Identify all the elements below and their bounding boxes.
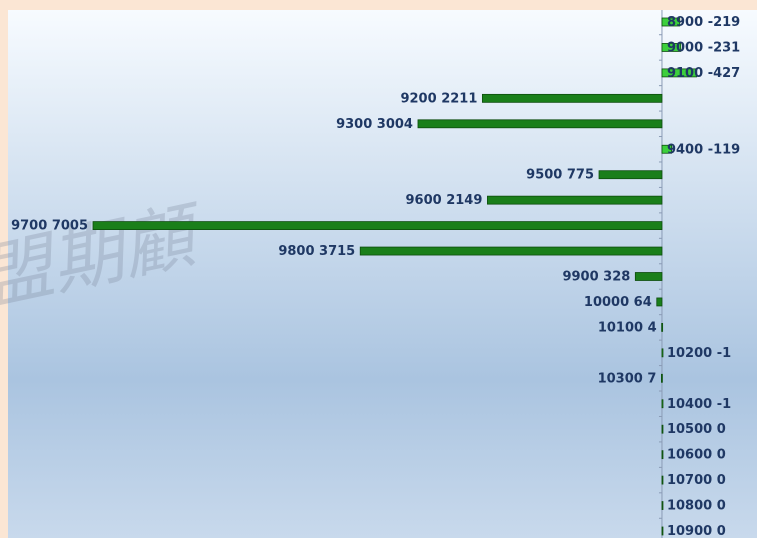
bar (656, 297, 663, 307)
label-category: 8900 (667, 15, 703, 30)
bar (634, 272, 663, 281)
label-value: 0 (717, 473, 726, 488)
bar (661, 475, 664, 485)
label-value: 7005 (52, 218, 88, 233)
bar (661, 68, 698, 78)
label-category: 10400 (667, 396, 712, 411)
label-category: 9800 (278, 244, 314, 259)
label-value: 328 (603, 269, 630, 284)
bar (359, 246, 663, 256)
bar (661, 526, 664, 536)
data-label: 9000 -231 (667, 40, 740, 55)
data-label: 9800 3715 (278, 244, 355, 259)
bar (661, 144, 673, 154)
label-value: -427 (708, 65, 741, 80)
label-value: -1 (717, 345, 731, 360)
label-category: 10600 (667, 447, 712, 462)
label-value: 0 (717, 422, 726, 437)
label-value: 7 (647, 371, 656, 386)
bar (661, 501, 664, 510)
data-label: 10400 -1 (667, 396, 731, 411)
data-label: 9300 3004 (336, 116, 413, 131)
label-value: 2149 (446, 193, 482, 208)
data-label: 9200 2211 (400, 91, 477, 106)
data-label: 10000 64 (584, 294, 652, 309)
bar (661, 399, 664, 409)
data-label: 9700 7005 (11, 218, 88, 233)
label-category: 10900 (667, 524, 712, 538)
label-category: 10700 (667, 473, 712, 488)
label-category: 10000 (584, 294, 629, 309)
bar (417, 119, 663, 129)
label-value: 3715 (319, 244, 355, 259)
label-category: 9000 (667, 40, 703, 55)
data-label: 10100 4 (598, 320, 657, 335)
label-value: 0 (717, 447, 726, 462)
label-value: 4 (648, 320, 657, 335)
data-label: 8900 -219 (667, 15, 740, 30)
bar (661, 17, 681, 27)
data-label: 10700 0 (667, 473, 726, 488)
data-label: 10900 0 (667, 524, 726, 538)
label-category: 9600 (406, 193, 442, 208)
bar (661, 450, 664, 460)
bar (661, 424, 664, 434)
data-label: 9600 2149 (406, 193, 483, 208)
data-label: 10200 -1 (667, 345, 731, 360)
label-category: 10300 (598, 371, 643, 386)
label-value: -219 (708, 15, 741, 30)
data-label: 10600 0 (667, 447, 726, 462)
label-value: -231 (708, 40, 741, 55)
label-category: 9200 (400, 91, 436, 106)
label-category: 9400 (667, 142, 703, 157)
data-label: 9400 -119 (667, 142, 740, 157)
label-category: 9100 (667, 65, 703, 80)
bar (661, 348, 664, 358)
label-category: 9300 (336, 116, 372, 131)
label-category: 10800 (667, 498, 712, 513)
label-category: 10200 (667, 345, 712, 360)
bar (487, 195, 663, 205)
label-value: -1 (717, 396, 731, 411)
label-category: 9900 (562, 269, 598, 284)
label-value: 0 (717, 524, 726, 538)
data-label: 9500 775 (526, 167, 594, 182)
label-category: 10500 (667, 422, 712, 437)
data-label: 10800 0 (667, 498, 726, 513)
label-category: 9500 (526, 167, 562, 182)
bar (661, 373, 663, 383)
label-category: 9700 (11, 218, 47, 233)
label-value: 0 (717, 498, 726, 513)
label-value: 2211 (441, 91, 477, 106)
label-value: 3004 (377, 116, 413, 131)
bar (661, 43, 682, 52)
data-label: 10500 0 (667, 422, 726, 437)
label-value: 775 (567, 167, 594, 182)
bar (92, 221, 663, 231)
data-label: 9900 328 (562, 269, 630, 284)
label-value: 64 (634, 294, 652, 309)
data-label: 9100 -427 (667, 65, 740, 80)
label-category: 10100 (598, 320, 643, 335)
label-value: -119 (708, 142, 741, 157)
bar (661, 322, 664, 332)
bar (598, 170, 663, 180)
data-label: 10300 7 (598, 371, 657, 386)
bar (481, 93, 663, 103)
